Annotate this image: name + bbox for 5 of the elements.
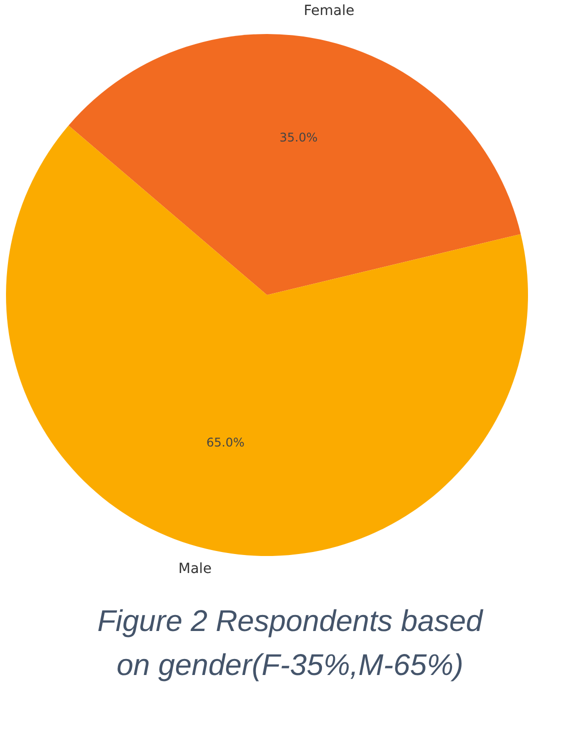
data-label: 35.0%	[279, 130, 318, 145]
data-label: 65.0%	[206, 435, 245, 450]
slice-label: Male	[178, 561, 212, 578]
slice-label: Female	[304, 2, 354, 19]
text: Figure 2 Respondents based on gender(F-35%,M-65%)	[96, 604, 484, 684]
